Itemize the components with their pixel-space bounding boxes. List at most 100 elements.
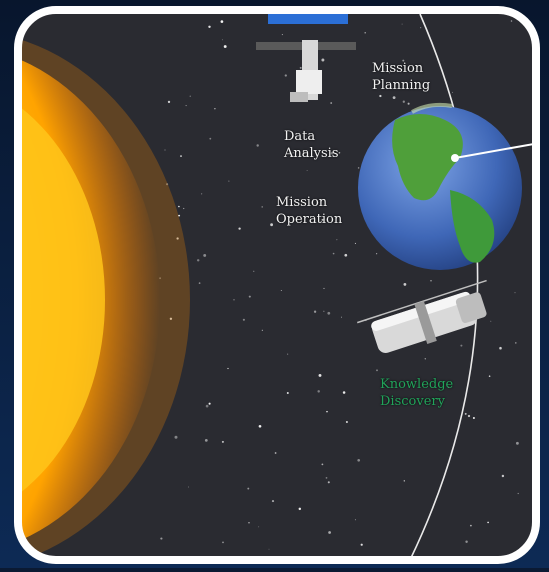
star (318, 373, 322, 377)
earth-icon (358, 102, 536, 270)
star (354, 242, 356, 244)
star (188, 486, 189, 488)
star (176, 237, 179, 240)
star (258, 526, 260, 528)
star (286, 391, 289, 395)
mission-operation-label: Mission Operation (276, 195, 343, 227)
star (376, 369, 378, 372)
satellite-icon (256, 12, 356, 102)
star (424, 358, 426, 360)
star (321, 218, 324, 221)
star (402, 100, 405, 103)
star (357, 458, 361, 462)
star (203, 253, 207, 257)
star (271, 500, 275, 503)
star (227, 367, 229, 370)
star (299, 66, 302, 69)
star (499, 346, 502, 350)
star (248, 522, 250, 524)
star (390, 64, 392, 67)
star (338, 151, 341, 154)
star (515, 441, 519, 445)
star (302, 151, 305, 154)
star (233, 298, 235, 301)
star (208, 25, 211, 29)
star (221, 440, 224, 443)
star (222, 541, 224, 544)
star (209, 137, 212, 140)
star (514, 292, 516, 294)
star (242, 318, 245, 321)
star (379, 94, 382, 98)
star (287, 353, 289, 355)
star (328, 531, 331, 534)
star (166, 183, 169, 186)
star (447, 386, 450, 388)
star (403, 480, 405, 482)
star (178, 205, 180, 208)
star (376, 253, 378, 255)
star (167, 100, 171, 104)
star (268, 548, 270, 550)
star (223, 45, 227, 48)
star (327, 481, 330, 484)
star (280, 290, 282, 291)
star (214, 108, 216, 110)
star (185, 105, 187, 107)
star (281, 34, 283, 36)
star (392, 96, 396, 99)
star (402, 59, 405, 62)
star (289, 205, 291, 206)
star (325, 477, 328, 479)
star (345, 420, 348, 424)
star (517, 492, 519, 495)
star (221, 39, 223, 41)
star (321, 58, 325, 62)
star (364, 32, 366, 34)
star (487, 521, 489, 524)
star (407, 102, 410, 105)
star (258, 424, 262, 428)
star (340, 316, 343, 318)
star (501, 474, 505, 478)
star (160, 537, 163, 540)
mission-planning-label: Mission Planning (372, 61, 431, 93)
star (169, 317, 173, 320)
star (460, 344, 463, 347)
star (515, 342, 517, 344)
star (196, 259, 200, 262)
star (403, 283, 407, 286)
star (357, 167, 360, 169)
star (330, 151, 334, 155)
star (464, 412, 467, 415)
star (510, 20, 513, 22)
star (164, 149, 166, 151)
starfield (159, 20, 519, 550)
star (180, 155, 182, 158)
star (208, 402, 211, 405)
star (420, 27, 422, 29)
star (292, 152, 294, 154)
star (183, 207, 185, 210)
star (256, 144, 259, 147)
star (205, 404, 209, 408)
star (308, 137, 311, 140)
star (401, 23, 403, 25)
star (306, 170, 308, 171)
star (274, 452, 277, 454)
star (228, 180, 230, 182)
star (198, 282, 201, 284)
star (330, 102, 333, 104)
panel-border (14, 6, 540, 564)
star (360, 543, 363, 546)
star (336, 239, 338, 241)
space-telescope-icon (357, 279, 487, 353)
star (270, 223, 273, 227)
star (248, 295, 251, 298)
star (201, 193, 203, 195)
star (313, 310, 317, 313)
star (430, 280, 432, 282)
knowledge-discovery-label: Knowledge Discovery (380, 377, 454, 409)
star (261, 206, 263, 208)
